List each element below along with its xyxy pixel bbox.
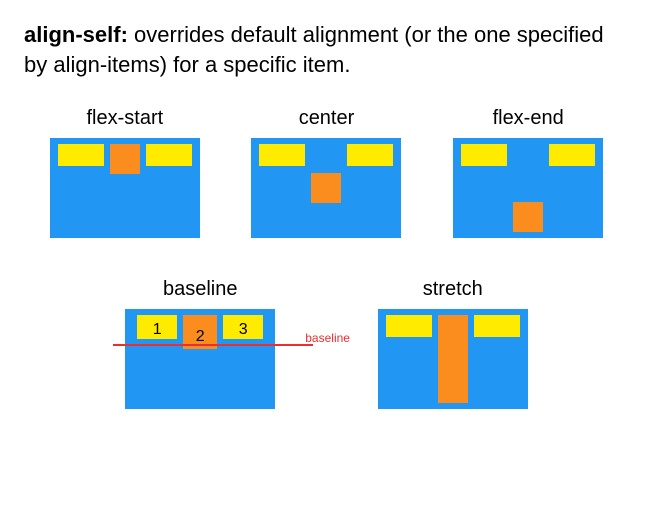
flex-item <box>386 315 432 337</box>
flex-item <box>474 315 520 337</box>
example-center: center <box>251 107 401 238</box>
flex-item <box>110 144 140 174</box>
property-name: align-self: <box>24 22 128 47</box>
flex-container: 123baseline <box>125 309 275 409</box>
flex-item: 3 <box>223 315 263 339</box>
baseline-line <box>113 344 313 346</box>
example-baseline: baseline 123baseline <box>125 278 275 409</box>
flex-item <box>58 144 104 166</box>
flex-item <box>438 315 468 403</box>
flex-container <box>251 138 401 238</box>
flex-container <box>378 309 528 409</box>
flex-item <box>146 144 192 166</box>
flex-container <box>453 138 603 238</box>
flex-item <box>549 144 595 166</box>
flex-item <box>311 173 341 203</box>
example-label: flex-end <box>493 107 564 130</box>
example-flex-end: flex-end <box>453 107 603 238</box>
flex-item <box>259 144 305 166</box>
example-label: baseline <box>163 278 238 301</box>
example-label: flex-start <box>86 107 163 130</box>
baseline-label: baseline <box>305 331 350 345</box>
example-flex-start: flex-start <box>50 107 200 238</box>
example-stretch: stretch <box>378 278 528 409</box>
flex-item <box>461 144 507 166</box>
row-1: flex-start center flex-end <box>24 107 629 238</box>
row-2: baseline 123baseline stretch <box>24 278 629 409</box>
header-text: align-self: overrides default alignment … <box>24 20 629 79</box>
flex-container <box>50 138 200 238</box>
example-label: center <box>299 107 355 130</box>
flex-item: 1 <box>137 315 177 339</box>
flex-item <box>347 144 393 166</box>
diagram-rows: flex-start center flex-end baseline 123base… <box>24 107 629 409</box>
example-label: stretch <box>423 278 483 301</box>
flex-item <box>513 202 543 232</box>
